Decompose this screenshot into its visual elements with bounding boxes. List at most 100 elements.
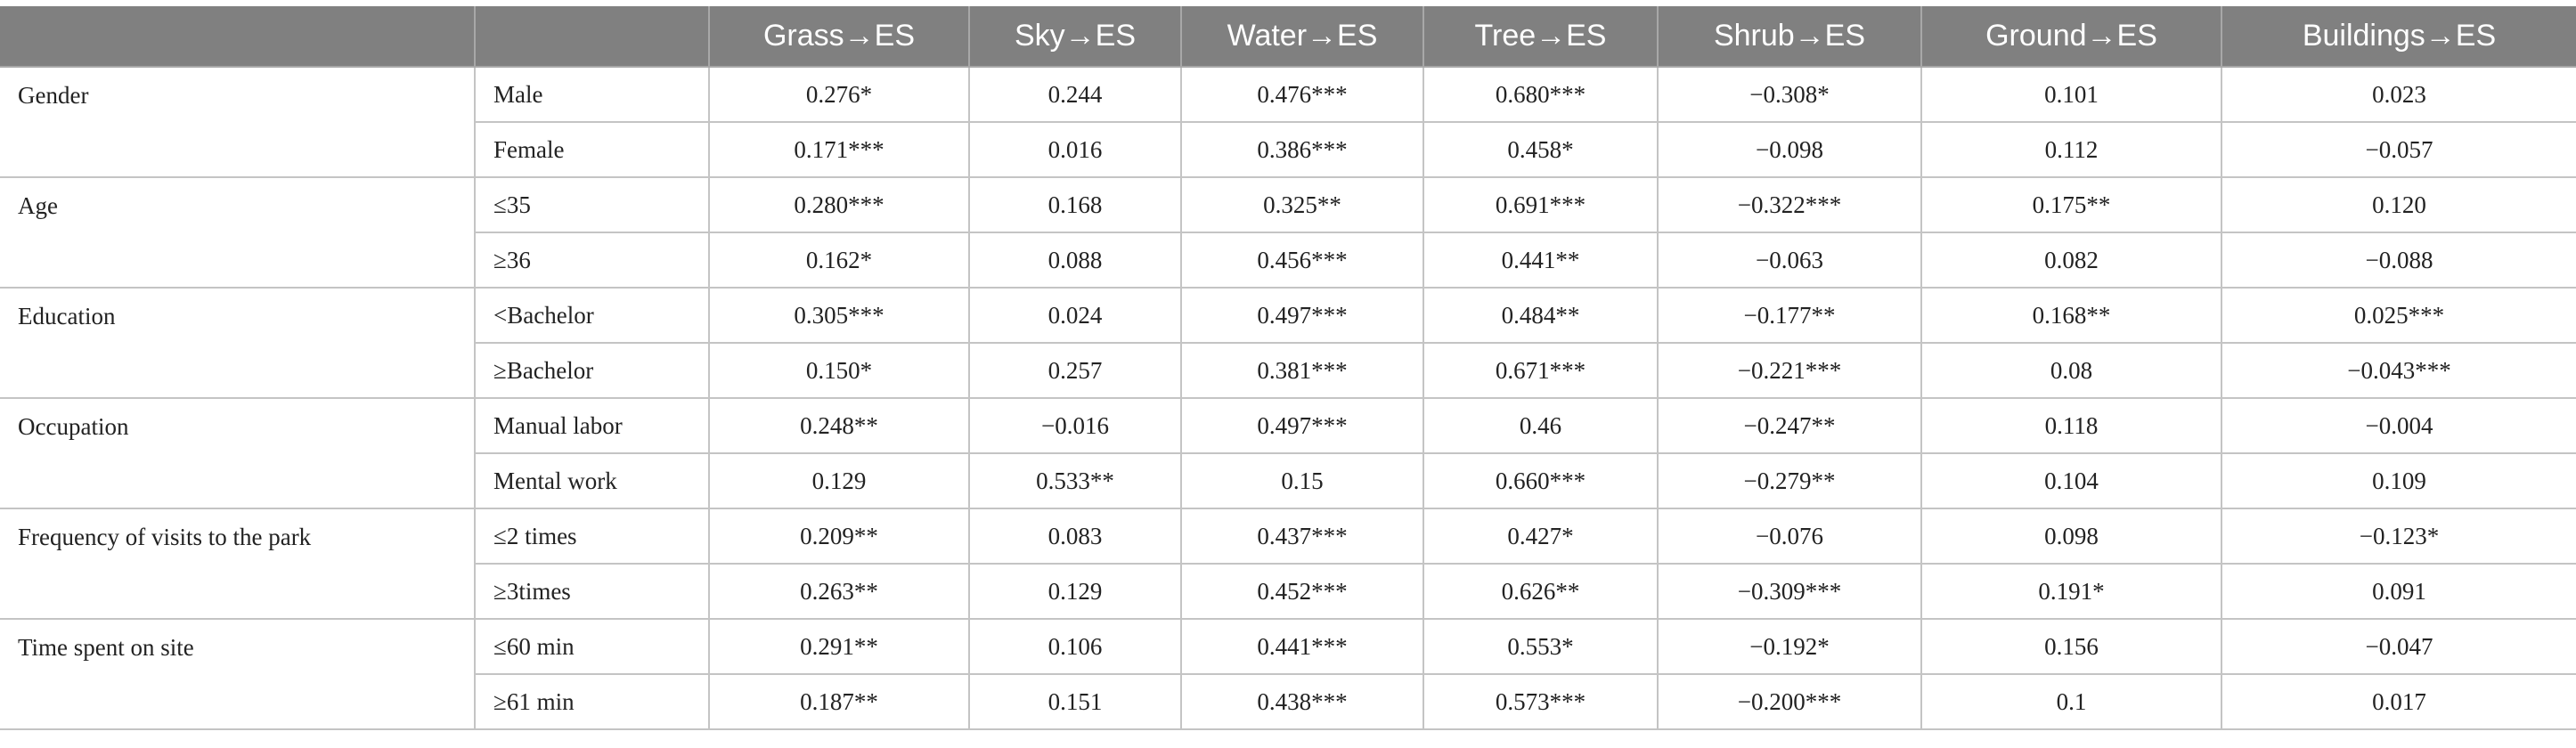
header-group-cell [0, 6, 476, 68]
header-ground-es: Ground→ES [1921, 6, 2222, 68]
group-label-gender: Gender [0, 66, 476, 178]
value-cell: 0.458* [1423, 122, 1659, 178]
value-cell: 0.427* [1423, 508, 1659, 565]
value-cell: −0.057 [2221, 122, 2576, 178]
header-tree-es: Tree→ES [1423, 6, 1659, 68]
table-row: Time spent on site ≤60 min 0.291** 0.106… [0, 619, 2576, 730]
value-cell: −0.192* [1658, 619, 1922, 675]
results-table: Grass→ES Sky→ES Water→ES Tree→ES Shrub→E… [0, 6, 2576, 730]
row-label: ≤35 [475, 177, 710, 233]
table-row: Frequency of visits to the park ≤2 times… [0, 508, 2576, 620]
value-cell: 0.104 [1921, 453, 2222, 509]
value-cell: 0.129 [969, 564, 1182, 620]
value-cell: 0.171*** [709, 122, 970, 178]
value-cell: 0.151 [969, 674, 1182, 730]
header-shrub-es: Shrub→ES [1658, 6, 1922, 68]
group-label-education: Education [0, 288, 476, 399]
value-cell: 0.088 [969, 232, 1182, 289]
table-row: Female 0.171*** 0.016 0.386*** 0.458* −0… [0, 122, 2576, 178]
value-cell: 0.573*** [1423, 674, 1659, 730]
value-cell: 0.191* [1921, 564, 2222, 620]
value-cell: 0.162* [709, 232, 970, 289]
value-cell: −0.016 [969, 398, 1182, 454]
value-cell: −0.088 [2221, 232, 2576, 289]
value-cell: 0.118 [1921, 398, 2222, 454]
row-label: Female [475, 122, 710, 178]
value-cell: 0.109 [2221, 453, 2576, 509]
value-cell: 0.017 [2221, 674, 2576, 730]
value-cell: 0.533** [969, 453, 1182, 509]
value-cell: 0.476*** [1181, 66, 1424, 123]
value-cell: 0.112 [1921, 122, 2222, 178]
value-cell: 0.291** [709, 619, 970, 675]
value-cell: 0.209** [709, 508, 970, 565]
value-cell: 0.187** [709, 674, 970, 730]
header-subgroup-cell [475, 6, 710, 68]
value-cell: −0.200*** [1658, 674, 1922, 730]
value-cell: 0.438*** [1181, 674, 1424, 730]
value-cell: −0.043*** [2221, 343, 2576, 399]
value-cell: −0.247** [1658, 398, 1922, 454]
value-cell: 0.437*** [1181, 508, 1424, 565]
value-cell: 0.280*** [709, 177, 970, 233]
value-cell: 0.325** [1181, 177, 1424, 233]
value-cell: 0.441** [1423, 232, 1659, 289]
value-cell: 0.263** [709, 564, 970, 620]
value-cell: 0.484** [1423, 288, 1659, 344]
value-cell: 0.098 [1921, 508, 2222, 565]
value-cell: −0.063 [1658, 232, 1922, 289]
row-label: ≤60 min [475, 619, 710, 675]
value-cell: 0.248** [709, 398, 970, 454]
header-row: Grass→ES Sky→ES Water→ES Tree→ES Shrub→E… [0, 6, 2576, 68]
value-cell: 0.156 [1921, 619, 2222, 675]
value-cell: 0.175** [1921, 177, 2222, 233]
row-label: ≥36 [475, 232, 710, 289]
value-cell: 0.671*** [1423, 343, 1659, 399]
header-buildings-es: Buildings→ES [2221, 6, 2576, 68]
value-cell: 0.08 [1921, 343, 2222, 399]
row-label: ≤2 times [475, 508, 710, 565]
header-water-es: Water→ES [1181, 6, 1424, 68]
value-cell: 0.168 [969, 177, 1182, 233]
row-label: Mental work [475, 453, 710, 509]
value-cell: 0.497*** [1181, 398, 1424, 454]
value-cell: 0.553* [1423, 619, 1659, 675]
value-cell: 0.129 [709, 453, 970, 509]
group-label-age: Age [0, 177, 476, 289]
table-row: Education <Bachelor 0.305*** 0.024 0.497… [0, 288, 2576, 399]
table-row: ≥Bachelor 0.150* 0.257 0.381*** 0.671***… [0, 343, 2576, 399]
value-cell: 0.660*** [1423, 453, 1659, 509]
table-row: Gender Male 0.276* 0.244 0.476*** 0.680*… [0, 66, 2576, 178]
value-cell: 0.016 [969, 122, 1182, 178]
value-cell: 0.1 [1921, 674, 2222, 730]
value-cell: −0.004 [2221, 398, 2576, 454]
value-cell: −0.098 [1658, 122, 1922, 178]
value-cell: 0.381*** [1181, 343, 1424, 399]
value-cell: −0.123* [2221, 508, 2576, 565]
row-label: <Bachelor [475, 288, 710, 344]
value-cell: 0.120 [2221, 177, 2576, 233]
value-cell: 0.691*** [1423, 177, 1659, 233]
row-label: ≥3times [475, 564, 710, 620]
value-cell: 0.15 [1181, 453, 1424, 509]
table-header: Grass→ES Sky→ES Water→ES Tree→ES Shrub→E… [0, 6, 2576, 68]
value-cell: −0.279** [1658, 453, 1922, 509]
group-label-time-spent: Time spent on site [0, 619, 476, 730]
value-cell: 0.441*** [1181, 619, 1424, 675]
table-body: Gender Male 0.276* 0.244 0.476*** 0.680*… [0, 66, 2576, 730]
value-cell: 0.106 [969, 619, 1182, 675]
value-cell: 0.626** [1423, 564, 1659, 620]
value-cell: 0.168** [1921, 288, 2222, 344]
value-cell: 0.305*** [709, 288, 970, 344]
header-grass-es: Grass→ES [709, 6, 970, 68]
value-cell: −0.322*** [1658, 177, 1922, 233]
value-cell: −0.076 [1658, 508, 1922, 565]
value-cell: 0.083 [969, 508, 1182, 565]
group-label-occupation: Occupation [0, 398, 476, 509]
value-cell: 0.024 [969, 288, 1182, 344]
table-row: ≥36 0.162* 0.088 0.456*** 0.441** −0.063… [0, 232, 2576, 289]
value-cell: 0.276* [709, 66, 970, 123]
group-label-frequency: Frequency of visits to the park [0, 508, 476, 620]
value-cell: 0.680*** [1423, 66, 1659, 123]
value-cell: 0.46 [1423, 398, 1659, 454]
